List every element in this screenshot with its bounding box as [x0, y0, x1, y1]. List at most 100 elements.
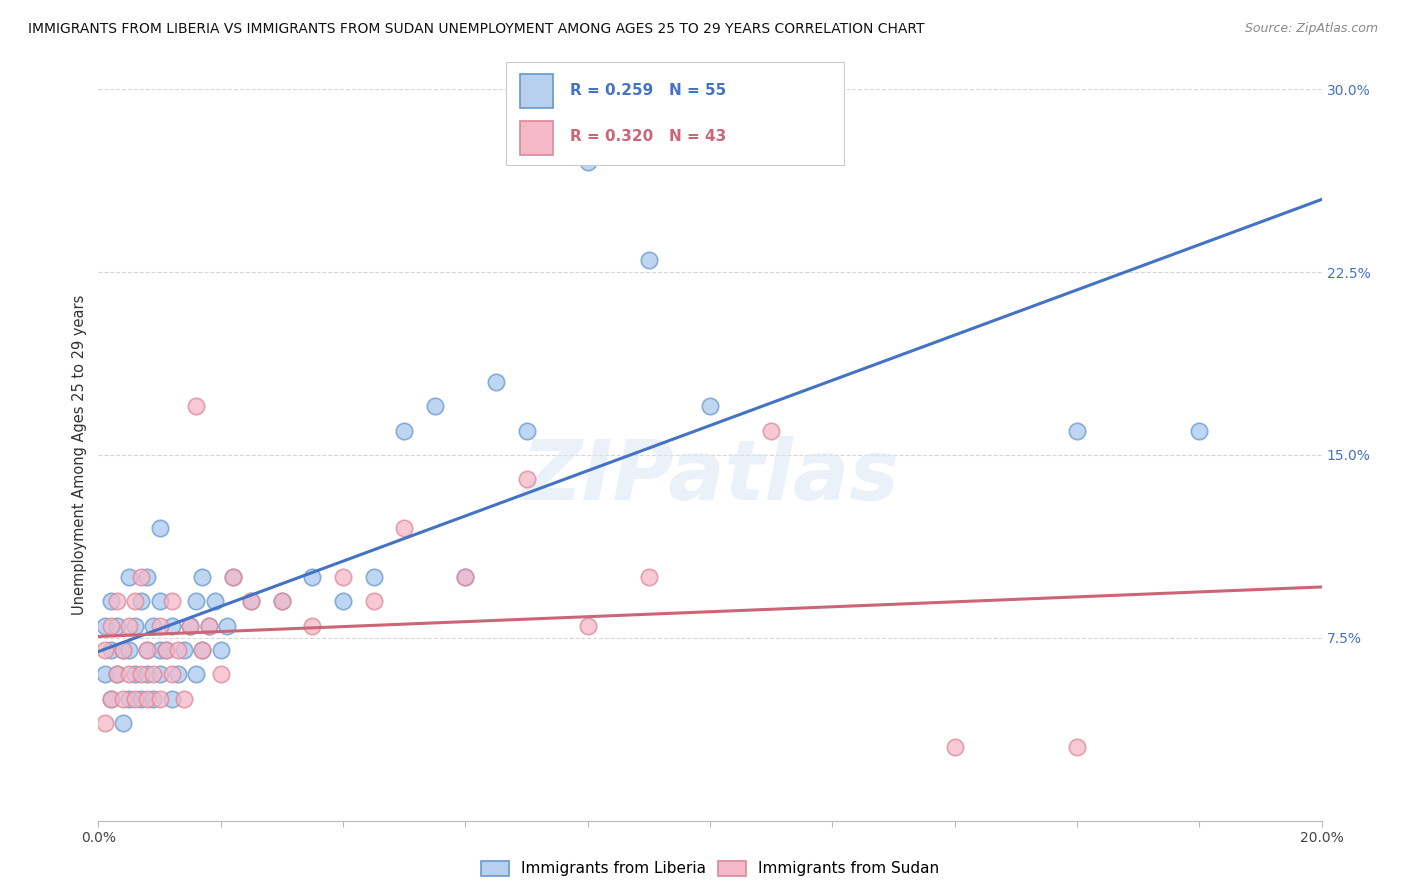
- Point: [197, 618, 219, 632]
- Point: [111, 643, 134, 657]
- Point: [111, 716, 134, 731]
- Point: [149, 643, 172, 657]
- Point: [149, 618, 172, 632]
- Point: [142, 618, 165, 632]
- Point: [149, 521, 172, 535]
- Point: [111, 643, 134, 657]
- Point: [363, 594, 385, 608]
- Point: [186, 399, 208, 413]
- Point: [1066, 424, 1088, 438]
- Point: [149, 691, 172, 706]
- Point: [136, 570, 159, 584]
- Point: [270, 594, 292, 608]
- Point: [270, 594, 292, 608]
- Point: [454, 570, 477, 584]
- Point: [197, 618, 219, 632]
- Point: [485, 375, 508, 389]
- Point: [160, 594, 183, 608]
- Point: [209, 643, 232, 657]
- Point: [124, 691, 146, 706]
- Point: [129, 570, 152, 584]
- Point: [100, 691, 122, 706]
- Point: [759, 424, 782, 438]
- Point: [118, 618, 141, 632]
- Point: [129, 691, 152, 706]
- Point: [100, 594, 122, 608]
- Point: [332, 570, 354, 584]
- Point: [215, 618, 238, 632]
- Point: [576, 618, 599, 632]
- Point: [105, 594, 128, 608]
- Point: [149, 594, 172, 608]
- Point: [209, 667, 232, 681]
- Point: [167, 667, 190, 681]
- Point: [105, 667, 128, 681]
- Point: [118, 691, 141, 706]
- Point: [637, 252, 661, 267]
- Point: [699, 399, 721, 413]
- Point: [149, 667, 172, 681]
- Text: R = 0.259   N = 55: R = 0.259 N = 55: [571, 83, 727, 98]
- Point: [222, 570, 245, 584]
- Point: [118, 570, 141, 584]
- Point: [142, 667, 165, 681]
- Point: [1188, 424, 1211, 438]
- Point: [124, 618, 146, 632]
- Point: [191, 643, 214, 657]
- Point: [332, 594, 354, 608]
- Point: [155, 643, 177, 657]
- Point: [155, 643, 177, 657]
- Point: [363, 570, 385, 584]
- Point: [637, 570, 661, 584]
- Point: [136, 691, 159, 706]
- Point: [179, 618, 201, 632]
- Point: [179, 618, 201, 632]
- Point: [124, 594, 146, 608]
- Point: [160, 618, 183, 632]
- Text: Source: ZipAtlas.com: Source: ZipAtlas.com: [1244, 22, 1378, 36]
- Point: [105, 667, 128, 681]
- Point: [240, 594, 263, 608]
- Point: [191, 570, 214, 584]
- Text: R = 0.320   N = 43: R = 0.320 N = 43: [571, 129, 727, 145]
- Y-axis label: Unemployment Among Ages 25 to 29 years: Unemployment Among Ages 25 to 29 years: [72, 294, 87, 615]
- Point: [100, 691, 122, 706]
- Point: [173, 691, 195, 706]
- Point: [105, 618, 128, 632]
- Point: [136, 667, 159, 681]
- Point: [160, 691, 183, 706]
- Point: [186, 667, 208, 681]
- Point: [173, 643, 195, 657]
- Point: [142, 691, 165, 706]
- Point: [93, 716, 115, 731]
- Point: [392, 424, 416, 438]
- Point: [93, 667, 115, 681]
- Point: [93, 618, 115, 632]
- Point: [1066, 740, 1088, 755]
- Point: [118, 667, 141, 681]
- Point: [129, 594, 152, 608]
- Point: [129, 667, 152, 681]
- Point: [454, 570, 477, 584]
- Point: [93, 643, 115, 657]
- Point: [186, 594, 208, 608]
- Point: [576, 155, 599, 169]
- FancyBboxPatch shape: [520, 74, 554, 108]
- Point: [167, 643, 190, 657]
- Point: [240, 594, 263, 608]
- Point: [136, 643, 159, 657]
- Text: ZIPatlas: ZIPatlas: [522, 436, 898, 517]
- Point: [118, 643, 141, 657]
- Point: [423, 399, 446, 413]
- Point: [160, 667, 183, 681]
- Point: [301, 570, 323, 584]
- Point: [301, 618, 323, 632]
- Point: [100, 618, 122, 632]
- Point: [111, 691, 134, 706]
- Text: IMMIGRANTS FROM LIBERIA VS IMMIGRANTS FROM SUDAN UNEMPLOYMENT AMONG AGES 25 TO 2: IMMIGRANTS FROM LIBERIA VS IMMIGRANTS FR…: [28, 22, 925, 37]
- Point: [516, 472, 538, 486]
- Point: [124, 667, 146, 681]
- Point: [100, 643, 122, 657]
- Point: [392, 521, 416, 535]
- Point: [943, 740, 966, 755]
